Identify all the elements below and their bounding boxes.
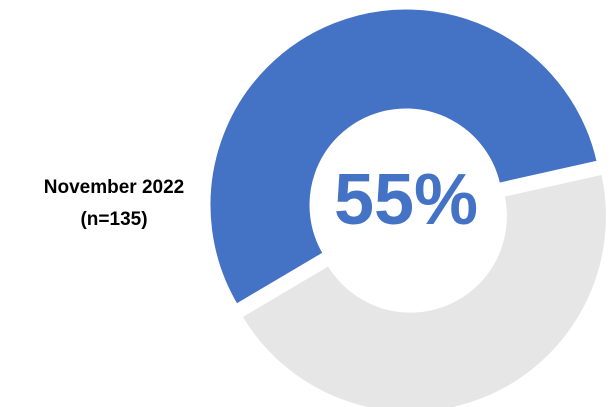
series-label: November 2022 (n=135) [14,172,214,236]
series-label-period: November 2022 [43,177,185,198]
center-percentage: 55% [334,160,478,240]
slice-primary [207,6,601,308]
slices-layer [207,6,609,407]
series-label-count: (n=135) [80,209,148,230]
slice-remainder [238,171,609,407]
